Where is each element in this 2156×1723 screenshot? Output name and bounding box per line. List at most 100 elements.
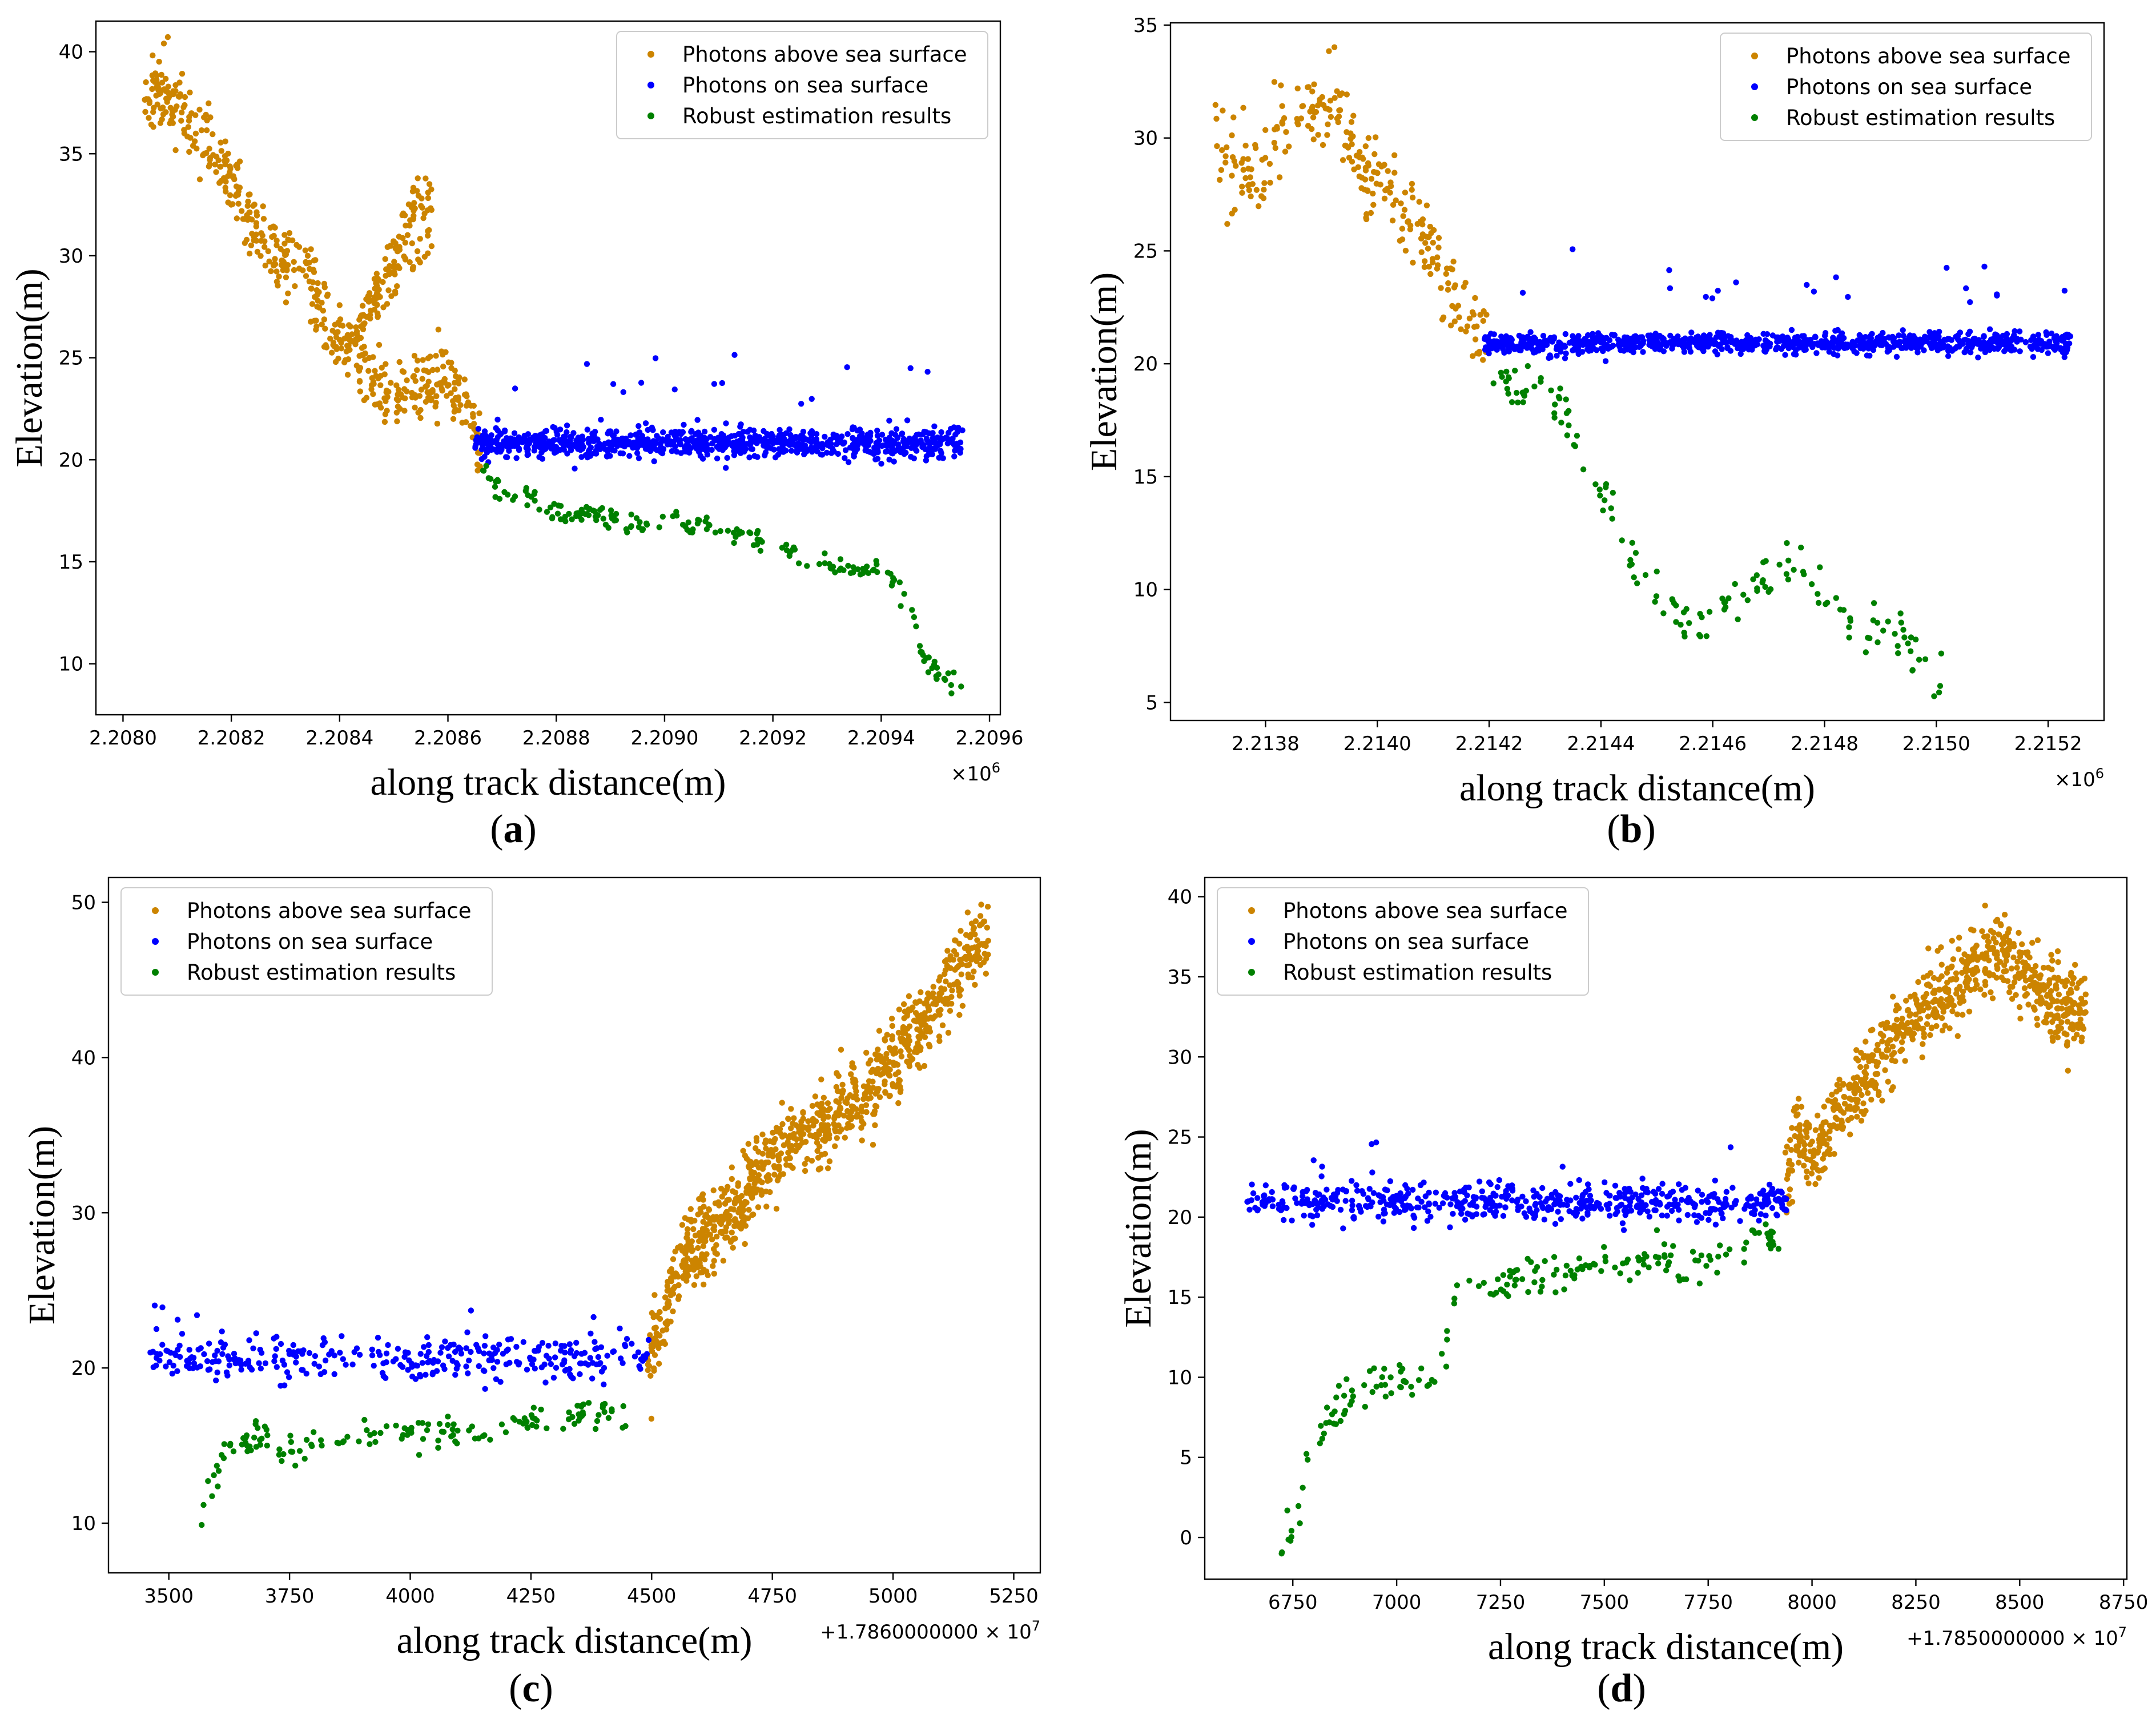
y-tick-label: 20 [71, 1357, 96, 1380]
data-point [620, 389, 626, 395]
data-point [1706, 609, 1713, 615]
data-point [286, 230, 293, 236]
data-point [547, 504, 554, 510]
data-point [1859, 1092, 1865, 1098]
data-point [1965, 341, 1972, 348]
data-point [1878, 1021, 1884, 1028]
data-point [568, 1347, 574, 1354]
data-point [972, 918, 979, 924]
data-point [763, 1203, 770, 1210]
data-point [726, 1197, 732, 1203]
data-point [1374, 170, 1381, 176]
data-point [1298, 115, 1305, 122]
data-point [215, 1468, 222, 1474]
data-point [146, 115, 152, 121]
data-point [738, 1225, 745, 1232]
data-point [313, 287, 320, 293]
data-point [242, 240, 248, 246]
data-point [1803, 1129, 1809, 1136]
data-point [1667, 285, 1674, 292]
data-point [642, 420, 649, 426]
data-point [207, 156, 213, 163]
data-point [185, 124, 191, 130]
data-point [367, 312, 373, 318]
data-point [1480, 317, 1486, 324]
data-point [1696, 631, 1703, 638]
data-point [1652, 598, 1658, 605]
data-point [1994, 291, 2000, 297]
data-point [706, 1207, 713, 1213]
data-point [1470, 353, 1476, 359]
data-point [1817, 564, 1823, 570]
data-point [587, 1355, 594, 1361]
data-point [464, 1329, 470, 1335]
data-point [1830, 336, 1836, 343]
data-point [417, 414, 424, 421]
data-point [671, 387, 678, 393]
x-tick-label: 2.2092 [739, 727, 807, 750]
data-point [319, 1442, 325, 1449]
data-point [822, 560, 828, 566]
data-point [1988, 989, 1994, 996]
data-point [1840, 1110, 1847, 1116]
data-point [1953, 970, 1960, 977]
data-point [1642, 572, 1649, 578]
data-point [331, 1352, 337, 1359]
data-point [227, 1442, 234, 1449]
data-point [800, 1109, 806, 1116]
data-point [327, 336, 333, 342]
data-point [524, 452, 530, 458]
data-point [548, 445, 554, 452]
data-point [695, 1245, 701, 1251]
data-point [589, 1360, 596, 1366]
data-point [1238, 160, 1245, 166]
data-point [1715, 329, 1721, 336]
data-point [874, 561, 880, 567]
data-point [1675, 341, 1682, 348]
data-point [2020, 959, 2026, 965]
data-point [221, 1441, 227, 1447]
data-point [958, 971, 964, 977]
data-point [747, 1158, 754, 1165]
data-point [371, 1363, 377, 1369]
data-point [584, 426, 590, 433]
data-point [1371, 151, 1378, 158]
data-point [912, 1010, 919, 1016]
data-point [624, 1336, 630, 1342]
data-point [303, 273, 309, 279]
data-point [1452, 282, 1458, 288]
data-point [273, 1334, 280, 1340]
data-point [204, 1358, 211, 1364]
data-point [506, 448, 512, 454]
data-point [1294, 85, 1301, 92]
data-point [323, 344, 330, 351]
data-point [564, 429, 570, 436]
data-point [793, 1148, 799, 1154]
data-point [1311, 81, 1317, 87]
data-point [211, 1472, 217, 1479]
data-point [424, 389, 431, 396]
data-point [266, 258, 272, 265]
data-point [203, 150, 210, 156]
data-point [1666, 267, 1672, 273]
data-point [725, 528, 731, 534]
data-point [169, 1370, 175, 1377]
data-point [1687, 348, 1694, 355]
data-point [322, 325, 328, 332]
data-point [844, 1100, 850, 1106]
data-point [964, 909, 971, 916]
data-point [1681, 349, 1688, 355]
data-point [373, 301, 380, 308]
data-point [1919, 1054, 1925, 1061]
data-point [1405, 219, 1411, 225]
data-point [309, 301, 316, 307]
data-point [2078, 995, 2085, 1002]
data-point [1283, 129, 1289, 135]
data-point [798, 401, 805, 407]
data-point [617, 1325, 623, 1332]
data-point [858, 1114, 864, 1121]
data-point [958, 683, 964, 690]
x-tick-label: 2.2138 [1232, 732, 1300, 755]
data-point [536, 506, 542, 513]
data-point [1584, 346, 1591, 353]
